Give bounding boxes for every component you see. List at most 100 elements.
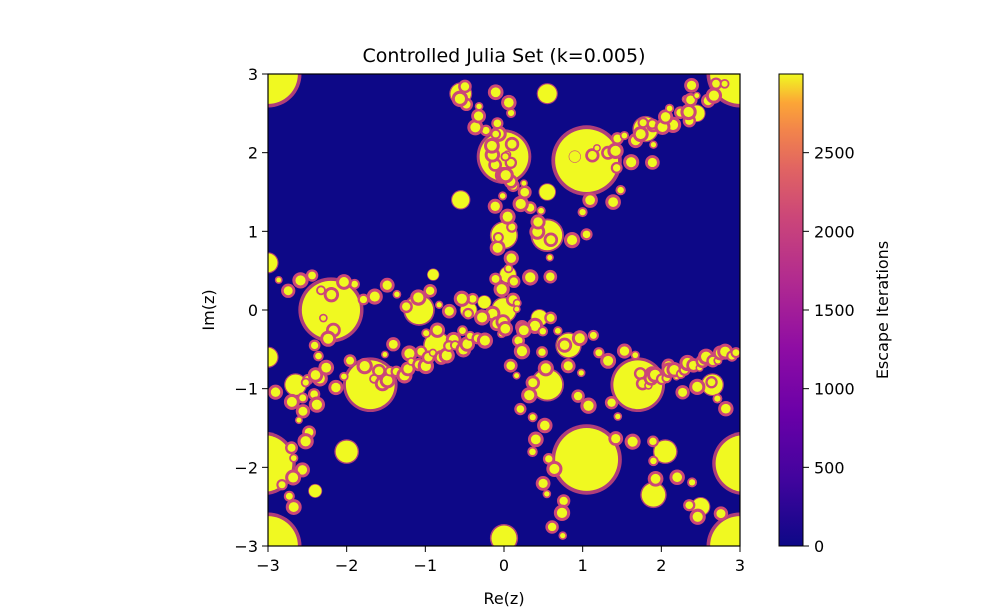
filament-bulb bbox=[578, 370, 584, 376]
bulb bbox=[452, 191, 470, 209]
filament-bulb bbox=[688, 479, 696, 486]
x-tick-label: 1 bbox=[578, 556, 588, 575]
filament-bulb bbox=[441, 350, 452, 361]
filament-bulb bbox=[721, 403, 731, 414]
filament-bulb bbox=[502, 153, 509, 160]
filament-bulb bbox=[326, 289, 337, 300]
filament-bulb bbox=[346, 356, 355, 365]
filament-bulb bbox=[270, 387, 281, 397]
colorbar-ticks: 0 500 1000 1500 2000 2500 bbox=[803, 144, 855, 556]
filament-bulb bbox=[647, 157, 657, 168]
filament-bulb bbox=[594, 145, 600, 151]
filament-bulb bbox=[388, 339, 398, 349]
filament-bulb bbox=[288, 472, 299, 483]
filament-bulb bbox=[425, 286, 435, 296]
filament-bulb bbox=[496, 284, 507, 295]
filament-bulb bbox=[632, 352, 639, 359]
filament-bulb bbox=[506, 158, 515, 167]
filament-bulb bbox=[477, 312, 488, 323]
filament-bulb bbox=[507, 109, 515, 117]
filament-bulb bbox=[707, 378, 716, 387]
filament-bulb bbox=[692, 511, 703, 522]
colorbar: 0 500 1000 1500 2000 2500 Escape Iterations bbox=[778, 73, 892, 556]
filament-bulb bbox=[507, 139, 517, 149]
colorbar-tick-label: 2000 bbox=[814, 222, 855, 241]
x-tick-label: 0 bbox=[499, 556, 509, 575]
filament-bulb bbox=[608, 197, 619, 207]
filament-bulb bbox=[566, 235, 578, 246]
filament-bulb bbox=[528, 378, 538, 388]
filament-bulb bbox=[499, 193, 506, 199]
filament-bulb bbox=[311, 399, 322, 410]
filament-bulb bbox=[490, 201, 500, 211]
filament-bulb bbox=[456, 293, 467, 304]
filament-bulb bbox=[505, 265, 512, 272]
colorbar-gradient bbox=[778, 73, 804, 547]
filament-bulb bbox=[286, 396, 297, 407]
filament-bulb bbox=[686, 80, 697, 90]
bulb bbox=[537, 84, 557, 104]
filament-bulb bbox=[530, 434, 541, 445]
filament-bulb bbox=[359, 360, 370, 372]
filament-bulb bbox=[721, 80, 728, 87]
filament-bulb bbox=[283, 286, 293, 296]
filament-bulb bbox=[492, 130, 500, 138]
filament-bulb bbox=[559, 340, 570, 350]
filament-bulb bbox=[382, 352, 388, 357]
filament-bulb bbox=[462, 339, 473, 349]
y-tick-label: 0 bbox=[248, 301, 258, 320]
filament-bulb bbox=[454, 93, 466, 104]
filament-bulb bbox=[621, 132, 628, 139]
bulb bbox=[268, 74, 298, 104]
filament-bulb bbox=[579, 208, 586, 216]
filament-bulb bbox=[546, 235, 556, 245]
filament-bulb bbox=[299, 394, 307, 402]
x-axis-label: Re(z) bbox=[483, 589, 524, 608]
filament-bulb bbox=[508, 223, 516, 231]
filament-bulb bbox=[494, 234, 502, 241]
filament-bulb bbox=[708, 90, 719, 101]
filament-bulb bbox=[538, 478, 548, 489]
filament-bulb bbox=[515, 198, 526, 210]
filament-bulb bbox=[583, 400, 594, 411]
bulb bbox=[710, 516, 740, 546]
bulb bbox=[301, 280, 361, 340]
filament-bulb bbox=[490, 87, 501, 98]
filament-bulb bbox=[404, 348, 415, 359]
filament-bulb bbox=[538, 207, 544, 214]
filament-bulb bbox=[323, 333, 334, 344]
filament-bulb bbox=[394, 291, 400, 298]
filament-bulb bbox=[502, 211, 513, 222]
filament-bulb bbox=[339, 277, 349, 287]
bulb bbox=[654, 440, 677, 463]
filament-bulb bbox=[539, 420, 550, 431]
filament-bulb bbox=[686, 95, 695, 105]
filament-bulb bbox=[678, 387, 688, 397]
filament-bulb bbox=[430, 350, 436, 356]
filament-bulb bbox=[460, 82, 470, 91]
filament-bulb bbox=[444, 306, 454, 316]
filament-bulb bbox=[712, 79, 720, 88]
filament-bulb bbox=[506, 253, 517, 263]
filament-bulb bbox=[607, 398, 616, 407]
fractal-image bbox=[268, 74, 740, 546]
y-tick-label: −1 bbox=[234, 380, 258, 399]
filament-bulb bbox=[617, 186, 624, 194]
filament-bulb bbox=[491, 274, 500, 283]
filament-bulb bbox=[529, 414, 536, 421]
x-tick-label: −1 bbox=[414, 556, 438, 575]
filament-bulb bbox=[650, 457, 657, 465]
filament-bulb bbox=[533, 217, 543, 227]
filament-bulb bbox=[626, 157, 637, 168]
filament-bulb bbox=[295, 275, 306, 286]
filament-bulb bbox=[650, 473, 661, 484]
filament-bulb bbox=[516, 346, 528, 357]
filament-bulb bbox=[714, 395, 721, 402]
filament-bulb bbox=[547, 522, 557, 532]
bulb bbox=[569, 151, 581, 163]
filament-bulb bbox=[540, 363, 551, 374]
filament-bulb bbox=[716, 509, 726, 519]
filament-bulb bbox=[544, 491, 550, 497]
bulb bbox=[268, 516, 298, 546]
filament-bulb bbox=[603, 355, 614, 366]
